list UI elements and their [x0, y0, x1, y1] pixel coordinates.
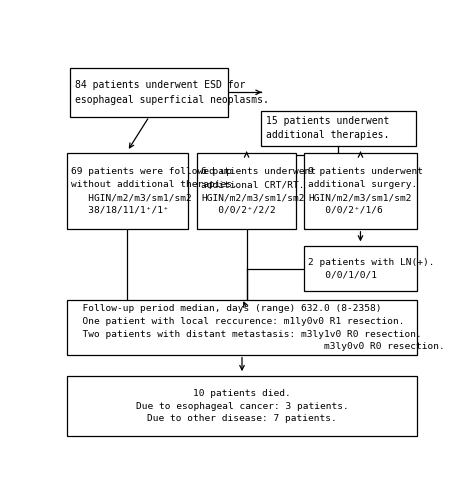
Bar: [197, 153, 296, 229]
Text: 2 patients with LN(+).
   0/0/1/0/1: 2 patients with LN(+). 0/0/1/0/1: [308, 258, 435, 280]
Text: 6 patients underwent
additional CRT/RT.
HGIN/m2/m3/sm1/sm2
   0/0/2⁺/2/2: 6 patients underwent additional CRT/RT. …: [201, 167, 317, 215]
Bar: [66, 153, 188, 229]
Text: 69 patients were followed up
without additional therapies.
   HGIN/m2/m3/sm1/sm2: 69 patients were followed up without add…: [71, 167, 238, 215]
Text: 15 patients underwent
additional therapies.: 15 patients underwent additional therapi…: [266, 116, 389, 140]
Bar: [70, 68, 228, 117]
Text: 10 patients died.
Due to esophageal cancer: 3 patients.
Due to other disease: 7 : 10 patients died. Due to esophageal canc…: [136, 389, 348, 424]
Bar: [66, 376, 418, 436]
Bar: [303, 246, 418, 291]
Text: 84 patients underwent ESD for
esophageal superficial neoplasms.: 84 patients underwent ESD for esophageal…: [75, 80, 269, 105]
Text: 9 patients underwent
additional surgery.
HGIN/m2/m3/sm1/sm2
   0/0/2⁺/1/6: 9 patients underwent additional surgery.…: [308, 167, 423, 215]
Bar: [303, 153, 418, 229]
Bar: [66, 300, 418, 355]
Bar: [261, 111, 416, 145]
Text: Follow-up period median, days (range) 632.0 (8-2358)
  One patient with local re: Follow-up period median, days (range) 63…: [71, 304, 445, 352]
